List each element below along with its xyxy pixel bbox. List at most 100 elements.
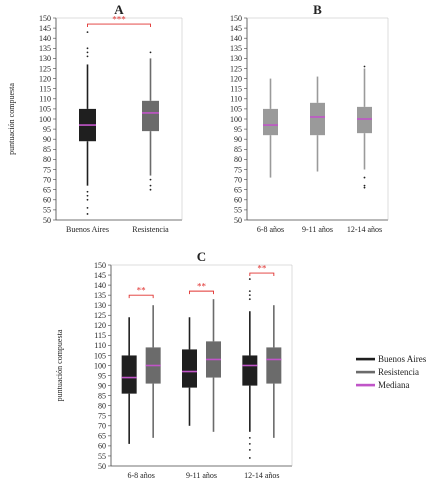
- y-tick-label: 50: [234, 216, 242, 225]
- y-axis-label: puntuación compuesta: [7, 83, 16, 155]
- box-body: [242, 355, 258, 386]
- y-tick-label: 75: [234, 165, 242, 174]
- y-tick-label: 55: [234, 206, 242, 215]
- panel-title: C: [197, 249, 206, 264]
- y-tick-label: 150: [94, 261, 106, 270]
- box-resistencia-element: [206, 299, 221, 432]
- x-category-label: Buenos Aires: [66, 225, 109, 234]
- significance-bracket: [249, 272, 275, 277]
- legend-label: Buenos Aires: [378, 354, 427, 364]
- panel-a: A505560657075808590951001051101151201251…: [7, 2, 183, 234]
- y-tick-label: 75: [98, 412, 106, 421]
- outlier-point: [363, 176, 366, 179]
- x-category-label: 6-8 años: [128, 471, 155, 480]
- legend-swatch: [356, 357, 375, 361]
- box-body: [266, 347, 282, 384]
- outlier-point: [248, 294, 251, 297]
- y-tick-label: 140: [94, 281, 106, 290]
- outlier-point: [86, 206, 89, 209]
- y-tick-label: 140: [230, 34, 242, 43]
- y-tick-label: 145: [94, 271, 106, 280]
- y-tick-label: 150: [39, 14, 51, 23]
- y-tick-label: 115: [230, 85, 242, 94]
- box-body: [357, 106, 372, 134]
- y-tick-label: 125: [230, 64, 242, 73]
- box-body: [182, 349, 197, 388]
- y-tick-label: 55: [43, 206, 51, 215]
- y-tick-label: 115: [94, 331, 106, 340]
- x-category-label: Resistencia: [132, 225, 169, 234]
- x-category-label: 12-14 años: [244, 471, 279, 480]
- y-tick-label: 55: [98, 452, 106, 461]
- panel-title: B: [313, 2, 322, 17]
- box-resistencia-element: [145, 305, 161, 438]
- y-tick-label: 110: [39, 95, 51, 104]
- y-tick-label: 95: [234, 125, 242, 134]
- box-element: [357, 65, 372, 189]
- legend: Buenos Aires Resistencia Mediana: [356, 354, 427, 390]
- outlier-point: [248, 442, 251, 445]
- y-tick-label: 85: [98, 391, 106, 400]
- x-category-label: 6-8 años: [257, 225, 284, 234]
- y-tick-label: 80: [98, 402, 106, 411]
- outlier-point: [149, 184, 152, 187]
- outlier-point: [248, 449, 251, 451]
- legend-label: Resistencia: [378, 367, 419, 377]
- y-tick-label: 90: [43, 135, 51, 144]
- outlier-point: [248, 436, 251, 439]
- y-tick-label: 65: [98, 432, 106, 441]
- outlier-point: [86, 47, 89, 50]
- y-tick-label: 95: [98, 371, 106, 380]
- outlier-point: [86, 190, 89, 193]
- y-tick-label: 80: [234, 155, 242, 164]
- panel-b: B505560657075808590951001051101151201251…: [230, 2, 389, 234]
- y-tick-label: 85: [234, 145, 242, 154]
- y-tick-label: 60: [234, 196, 242, 205]
- outlier-point: [248, 290, 251, 293]
- y-tick-label: 50: [43, 216, 51, 225]
- panel-c: C505560657075808590951001051101151201251…: [55, 249, 293, 480]
- y-tick-label: 120: [94, 321, 106, 330]
- x-category-label: 9-11 años: [186, 471, 217, 480]
- y-tick-label: 70: [98, 422, 106, 431]
- box-element: [79, 31, 96, 215]
- y-tick-label: 75: [43, 165, 51, 174]
- y-tick-label: 135: [230, 44, 242, 53]
- outlier-point: [248, 298, 251, 301]
- outlier-point: [86, 194, 89, 197]
- significance-bracket: [189, 290, 214, 295]
- significance-label: **: [197, 282, 207, 292]
- significance-label: **: [137, 286, 147, 296]
- y-tick-label: 130: [39, 54, 51, 63]
- legend-swatch: [356, 383, 375, 387]
- significance-label: ***: [112, 15, 126, 25]
- y-tick-label: 95: [43, 125, 51, 134]
- y-tick-label: 65: [43, 186, 51, 195]
- y-tick-label: 120: [39, 74, 51, 83]
- box-body: [263, 108, 278, 136]
- box-buenos-aires-element: [121, 317, 137, 444]
- y-tick-label: 85: [43, 145, 51, 154]
- outlier-point: [363, 65, 366, 68]
- y-tick-label: 110: [230, 95, 242, 104]
- significance-label: **: [257, 264, 267, 274]
- box-element: [310, 76, 325, 172]
- y-tick-label: 120: [230, 74, 242, 83]
- y-tick-label: 60: [43, 196, 51, 205]
- outlier-point: [86, 213, 89, 215]
- y-tick-label: 150: [230, 14, 242, 23]
- outlier-point: [363, 184, 366, 187]
- y-tick-label: 145: [39, 24, 51, 33]
- significance-bracket: [87, 23, 151, 28]
- outlier-point: [86, 51, 89, 54]
- outlier-point: [149, 51, 152, 54]
- y-axis-label: puntuación compuesta: [55, 329, 64, 401]
- y-tick-label: 135: [94, 291, 106, 300]
- x-category-label: 9-11 años: [302, 225, 333, 234]
- y-tick-label: 100: [230, 115, 242, 124]
- y-tick-label: 140: [39, 34, 51, 43]
- box-body: [121, 355, 137, 394]
- x-category-label: 12-14 años: [347, 225, 382, 234]
- box-body: [310, 102, 325, 136]
- outlier-point: [149, 188, 152, 191]
